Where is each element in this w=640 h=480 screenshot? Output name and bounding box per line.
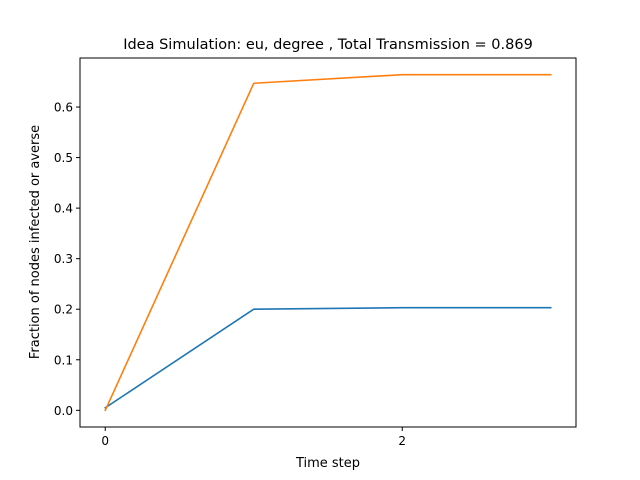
y-axis-label: Fraction of nodes infected or averse [28,125,43,359]
series-line-1 [104,306,552,409]
x-tick-label: 0 [101,434,109,448]
y-tick-label: 0.6 [54,101,73,115]
x-tick-label: 2 [398,434,406,448]
series-line-2 [104,73,552,412]
y-tick-label: 0.1 [54,353,73,367]
y-tick-label: 0.3 [54,252,73,266]
x-axis-label: Time step [295,456,360,471]
y-tick-label: 0.0 [54,404,73,418]
y-tick-label: 0.4 [54,202,73,216]
y-axis-ticks: 0.0 0.1 0.2 0.3 0.4 0.5 0.6 [54,101,80,418]
plot-lines [104,73,552,412]
plot-frame [79,57,577,428]
chart-title: Idea Simulation: eu, degree , Total Tran… [123,37,533,53]
y-tick-label: 0.5 [54,151,73,165]
y-tick-label: 0.2 [54,303,73,317]
